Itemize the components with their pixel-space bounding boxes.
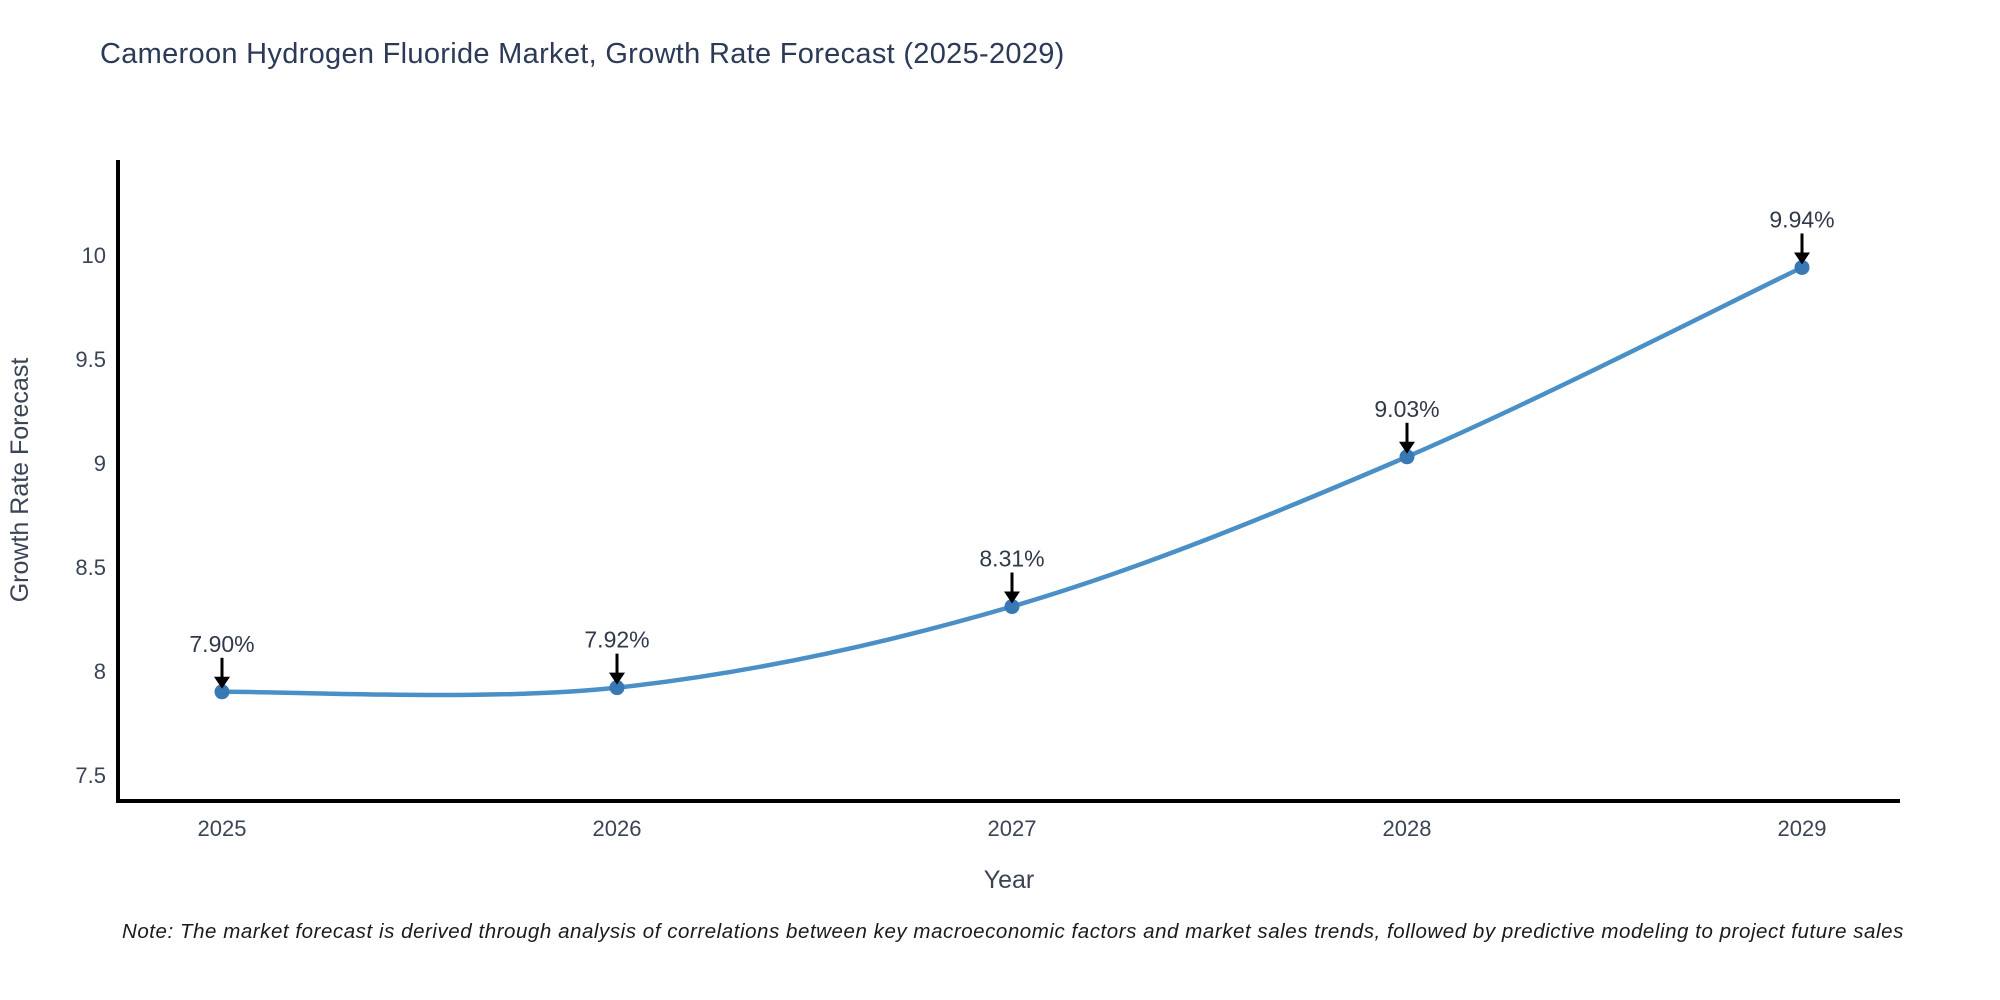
y-axis-title: Growth Rate Forecast [6,358,34,603]
y-tick-label: 8 [94,659,106,684]
data-point-label: 8.31% [979,546,1044,572]
series-line [219,265,1805,698]
data-point-marker [214,684,230,700]
y-tick-label: 10 [82,243,106,268]
footnote: Note: The market forecast is derived thr… [122,920,1904,943]
x-tick-label: 2025 [198,816,247,841]
y-tick-label: 9 [94,451,106,476]
x-tick-label: 2026 [593,816,642,841]
x-tick-label: 2029 [1778,816,1827,841]
annotation-arrow-head [1794,252,1810,265]
annotation-arrow-head [214,676,230,689]
x-axis-title: Year [984,866,1035,894]
y-tick-label: 7.5 [75,763,106,788]
y-tick-label: 8.5 [75,555,106,580]
annotation-arrow-head [1399,441,1415,454]
data-point-label: 7.90% [189,631,254,657]
y-tick-label: 9.5 [75,347,106,372]
x-tick-label: 2028 [1383,816,1432,841]
data-point-marker [1794,259,1810,275]
annotation-arrow-head [609,672,625,685]
data-point-label: 9.94% [1769,206,1834,232]
x-tick-label: 2027 [988,816,1037,841]
data-point-marker [1004,599,1020,615]
chart-title: Cameroon Hydrogen Fluoride Market, Growt… [100,38,1065,70]
data-point-marker [609,680,625,696]
data-point-label: 7.92% [584,627,649,653]
data-point-label: 9.03% [1374,396,1439,422]
data-point-marker [1399,449,1415,465]
annotation-arrow-head [1004,591,1020,604]
